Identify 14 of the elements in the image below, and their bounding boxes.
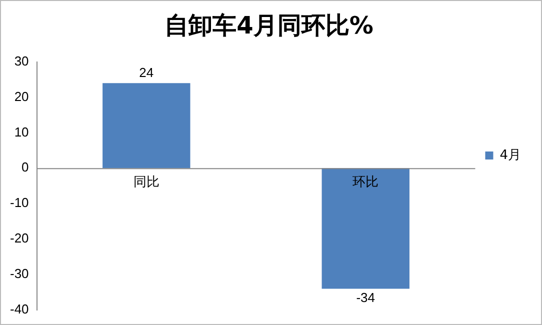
chart-title: 自卸车4月同环比%: [164, 12, 374, 40]
y-tick-label: -30: [10, 266, 29, 282]
y-tick-label: -40: [10, 302, 29, 317]
y-tick-label: -20: [10, 230, 29, 246]
y-tick-label: 10: [14, 124, 29, 140]
data-label: 24: [139, 65, 154, 80]
x-tick-label: 同比: [133, 175, 160, 190]
y-tick-label: -10: [10, 195, 29, 210]
x-tick-label: 环比: [352, 175, 379, 190]
y-tick-label: 30: [14, 53, 29, 68]
y-tick-label: 0: [22, 160, 29, 175]
data-label: -34: [356, 290, 376, 305]
y-tick-label: 20: [14, 88, 29, 104]
legend-label: 4月: [500, 148, 522, 163]
